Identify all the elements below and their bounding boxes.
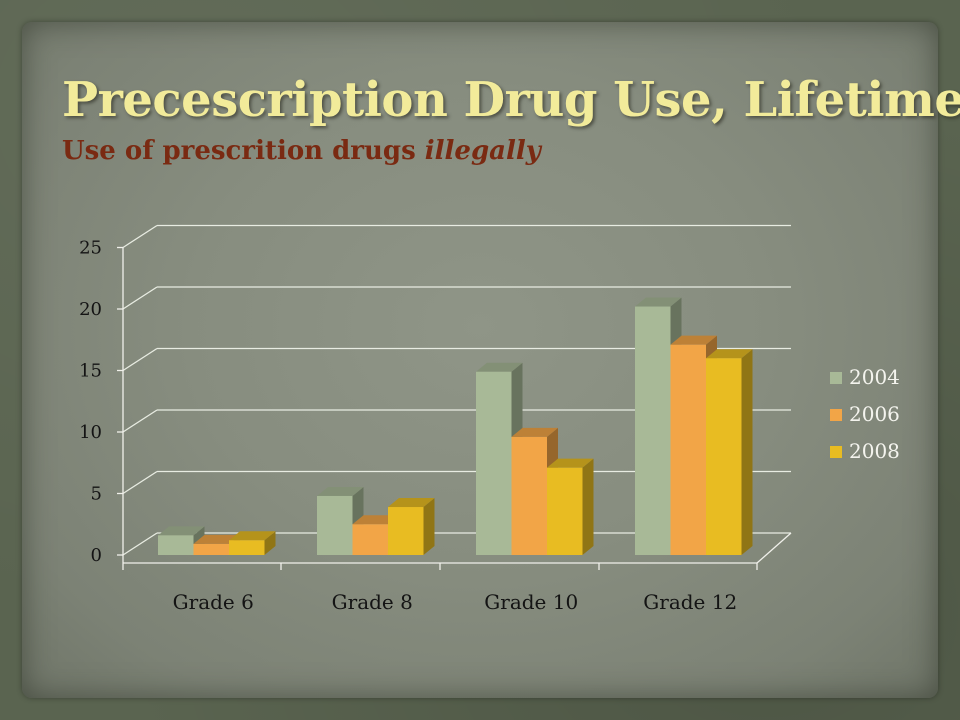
chart-labels: 0 5 10 15 20 25 Grade 6 Grade 8 Grade 10 Grade 12 — [79, 238, 737, 615]
y-tick-label: 5 — [91, 484, 102, 505]
subtitle-emphasis: illegally — [424, 136, 541, 166]
y-tick-label: 0 — [91, 545, 102, 566]
bar-side — [264, 531, 276, 555]
chart-axes — [117, 246, 792, 570]
bar-top — [511, 427, 558, 437]
bar-top — [670, 335, 717, 345]
slide-subtitle: Use of prescrition drugs illegally — [62, 136, 541, 166]
bar-top — [547, 458, 594, 468]
legend-swatch — [830, 446, 842, 458]
legend-swatch — [830, 372, 842, 384]
bar-front — [547, 467, 583, 555]
bar-top — [229, 531, 276, 541]
bar-top — [158, 526, 205, 536]
gridline-diagonal — [122, 470, 158, 495]
y-tick-label: 15 — [79, 361, 102, 382]
bar-2008-grade-8 — [388, 498, 435, 555]
bar-front — [229, 540, 265, 555]
bar-front — [476, 371, 512, 555]
bar-front — [317, 495, 353, 555]
slide-title: Precescription Drug Use, Lifetime — [62, 72, 960, 128]
floor-edge — [756, 532, 792, 564]
bar-front — [670, 344, 706, 555]
bar-top — [635, 297, 682, 307]
x-tick-label: Grade 6 — [173, 590, 254, 614]
gridline-diagonal — [122, 286, 158, 310]
gridline-diagonal — [122, 224, 158, 249]
legend-swatch — [830, 409, 842, 421]
bar-front — [706, 358, 742, 555]
bar-top — [317, 486, 364, 496]
legend-label: 2006 — [849, 402, 900, 426]
subtitle-text: Use of prescrition drugs — [62, 136, 425, 166]
bar-top — [352, 515, 399, 525]
bar-top — [476, 362, 523, 372]
gridline-diagonal — [122, 532, 158, 556]
bar-front — [388, 507, 424, 555]
x-tick-label: Grade 8 — [332, 590, 413, 614]
x-tick-label: Grade 12 — [643, 590, 737, 614]
bar-top — [193, 534, 240, 544]
y-tick-label: 20 — [79, 299, 102, 320]
legend-label: 2004 — [849, 365, 900, 389]
chart-bars — [158, 297, 753, 555]
bar-front — [352, 524, 388, 555]
bar-2008-grade-6 — [229, 531, 276, 555]
bar-front — [635, 306, 671, 555]
bar-side — [423, 498, 435, 555]
bar-top — [706, 349, 753, 359]
bar-2008-grade-12 — [706, 349, 753, 555]
bar-2008-grade-10 — [547, 458, 594, 555]
y-tick-label: 10 — [79, 422, 102, 443]
y-tick-label: 25 — [79, 238, 102, 259]
bar-front — [158, 535, 194, 555]
slide-panel — [22, 22, 938, 698]
bar-side — [582, 458, 594, 555]
gridline-diagonal — [122, 409, 158, 433]
bar-2004-grade-8 — [317, 486, 364, 555]
bar-front — [193, 543, 229, 555]
gridline-diagonal — [122, 347, 158, 372]
legend-label: 2008 — [849, 439, 900, 463]
bar-top — [388, 498, 435, 508]
x-tick-label: Grade 10 — [484, 590, 578, 614]
bar-side — [741, 349, 753, 555]
chart-legend: 2004 2006 2008 — [830, 365, 900, 463]
bar-front — [511, 436, 547, 555]
